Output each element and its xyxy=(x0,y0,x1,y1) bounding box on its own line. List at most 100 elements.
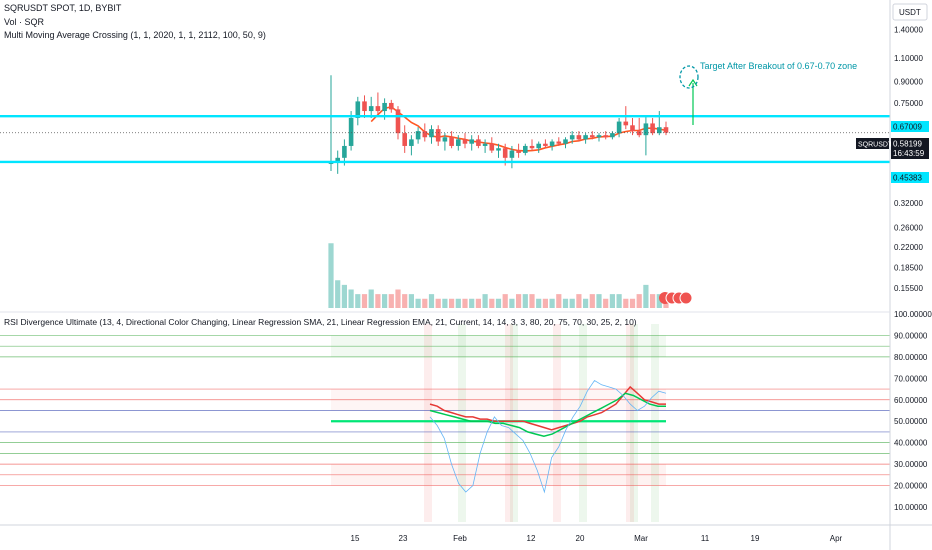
upper-level-tag: 0.67009 xyxy=(891,121,929,132)
volume-bar xyxy=(549,298,555,308)
candle-body xyxy=(449,137,454,146)
candle-body xyxy=(402,133,407,146)
price-tick-label: 0.26000 xyxy=(894,223,923,232)
candle-body xyxy=(657,127,662,134)
price-tag-countdown: 16:43:59 xyxy=(893,149,925,158)
volume-bar xyxy=(583,298,589,308)
volume-bar xyxy=(382,294,388,308)
rsi-tick-label: 70.00000 xyxy=(894,374,928,383)
rsi-signal-column xyxy=(510,324,518,522)
candle xyxy=(650,117,655,136)
volume-bar xyxy=(355,294,361,308)
volume-bar xyxy=(341,284,347,308)
volume-bar xyxy=(636,294,642,308)
candle-body xyxy=(355,101,361,118)
candle xyxy=(429,125,434,144)
candle-body xyxy=(643,123,649,136)
candle xyxy=(456,135,461,151)
candle-body xyxy=(395,109,401,134)
volume-bar xyxy=(415,298,421,308)
lower-level-tag-bg xyxy=(891,172,929,183)
candle-body xyxy=(630,125,635,132)
candle-body xyxy=(362,101,367,112)
time-axis[interactable]: 15 23 Feb 12 20 Mar 11 19 Apr xyxy=(351,534,843,543)
rsi-tick-label: 10.00000 xyxy=(894,503,928,512)
ma-indicator-label[interactable]: Multi Moving Average Crossing (1, 1, 202… xyxy=(4,30,266,40)
price-tick-label: 0.18500 xyxy=(894,263,923,272)
candle xyxy=(489,137,495,153)
volume-bar xyxy=(629,298,636,308)
candle xyxy=(616,117,622,138)
volume-bar xyxy=(556,294,562,308)
currency-selector[interactable]: USDT xyxy=(892,3,928,21)
volume-indicator-label[interactable]: Vol · SQR xyxy=(4,17,45,27)
time-tick-label: 11 xyxy=(701,534,710,543)
candle xyxy=(482,139,488,153)
price-tick-label: 0.32000 xyxy=(894,199,923,208)
price-tick-label: 1.10000 xyxy=(894,54,923,63)
candle-body xyxy=(456,139,461,146)
volume-bar xyxy=(529,294,535,308)
candle-body xyxy=(469,139,474,144)
volume-bar xyxy=(482,294,488,308)
target-annotation[interactable]: Target After Breakout of 0.67-0.70 zone xyxy=(679,61,857,125)
candle-body xyxy=(536,143,541,149)
candle xyxy=(389,99,394,113)
event-markers[interactable] xyxy=(659,291,693,305)
rsi-series xyxy=(429,379,667,494)
volume-bar xyxy=(402,294,408,308)
candle-body xyxy=(368,106,374,112)
rsi-signal-column xyxy=(458,324,466,522)
candle xyxy=(569,131,575,144)
candle xyxy=(556,137,562,146)
volume-bar xyxy=(408,294,414,308)
rsi-signal-column xyxy=(630,324,638,522)
rsi-indicator-label[interactable]: RSI Divergence Ultimate (13, 4, Directio… xyxy=(4,317,637,327)
target-annotation-text: Target After Breakout of 0.67-0.70 zone xyxy=(700,61,857,71)
candle xyxy=(596,133,602,142)
candle-body xyxy=(482,143,488,146)
volume-bar xyxy=(495,298,502,308)
volume-bar xyxy=(596,294,602,308)
candle xyxy=(543,139,548,149)
candle-body xyxy=(549,141,555,146)
candle xyxy=(536,141,541,153)
rsi-axis[interactable]: 100.00000 90.00000 80.00000 70.00000 60.0000… xyxy=(894,310,932,512)
volume-bar xyxy=(603,298,609,308)
candle xyxy=(409,135,414,156)
candle xyxy=(476,135,481,149)
candle xyxy=(375,92,381,115)
candle-body xyxy=(610,133,615,138)
volume-bar xyxy=(609,294,615,308)
lower-level-tag-text: 0.45383 xyxy=(893,174,922,183)
volume-bar xyxy=(335,280,341,308)
candle xyxy=(509,145,515,169)
chart-title[interactable]: SQRUSDT SPOT, 1D, BYBIT xyxy=(4,3,122,13)
candle-body xyxy=(489,143,495,151)
time-tick-label: Feb xyxy=(453,534,467,543)
candle-body xyxy=(335,157,340,163)
time-tick-label: Mar xyxy=(634,534,648,543)
event-marker-icon[interactable] xyxy=(679,291,693,305)
candle xyxy=(590,131,595,140)
candle xyxy=(328,75,334,172)
upper-level-tag-bg xyxy=(891,121,929,132)
candle-body xyxy=(663,127,669,133)
currency-label: USDT xyxy=(899,8,921,17)
candle xyxy=(435,125,441,146)
lower-level-tag: 0.45383 xyxy=(891,172,929,183)
candle xyxy=(402,125,407,153)
time-tick-label: Apr xyxy=(830,534,843,543)
candle-body xyxy=(569,135,575,140)
rsi-signal-column xyxy=(651,324,659,522)
volume-bar xyxy=(368,289,374,308)
volume-bar xyxy=(475,298,481,308)
rsi-series-line xyxy=(429,392,666,437)
volume-bar xyxy=(428,294,435,308)
candle-body xyxy=(415,131,421,140)
candle-body xyxy=(328,162,334,164)
candle xyxy=(469,135,474,151)
volume-bar xyxy=(348,289,354,308)
rsi-tick-label: 40.00000 xyxy=(894,439,928,448)
